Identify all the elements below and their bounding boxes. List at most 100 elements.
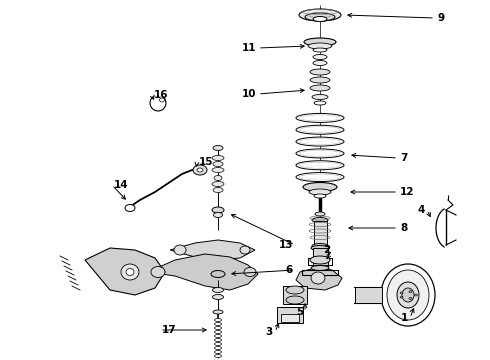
- Ellipse shape: [313, 54, 327, 59]
- Bar: [314, 221, 326, 245]
- Text: 13: 13: [278, 240, 293, 250]
- Ellipse shape: [314, 194, 326, 198]
- Bar: [354, 287, 382, 303]
- Ellipse shape: [215, 327, 221, 329]
- Ellipse shape: [151, 266, 165, 278]
- Text: 4: 4: [417, 205, 425, 215]
- Ellipse shape: [193, 165, 207, 175]
- Ellipse shape: [310, 85, 330, 91]
- Ellipse shape: [309, 189, 331, 195]
- Ellipse shape: [311, 272, 325, 284]
- Ellipse shape: [244, 267, 256, 276]
- Ellipse shape: [174, 245, 186, 255]
- Ellipse shape: [296, 161, 344, 170]
- Ellipse shape: [312, 95, 328, 99]
- Ellipse shape: [296, 149, 344, 158]
- Bar: [281, 314, 299, 322]
- Ellipse shape: [315, 212, 325, 216]
- Ellipse shape: [286, 296, 304, 304]
- Ellipse shape: [213, 162, 223, 166]
- Ellipse shape: [310, 256, 330, 264]
- Text: 17: 17: [162, 325, 176, 335]
- Ellipse shape: [213, 145, 223, 150]
- Ellipse shape: [311, 266, 329, 270]
- Bar: [313, 248, 327, 268]
- Ellipse shape: [240, 246, 250, 254]
- Ellipse shape: [213, 294, 223, 300]
- Ellipse shape: [415, 294, 417, 296]
- Ellipse shape: [313, 17, 327, 22]
- Ellipse shape: [214, 212, 222, 217]
- Ellipse shape: [381, 264, 435, 326]
- Ellipse shape: [310, 77, 330, 83]
- Ellipse shape: [409, 291, 412, 293]
- Ellipse shape: [121, 264, 139, 280]
- Text: 16: 16: [154, 90, 169, 100]
- Text: 14: 14: [114, 180, 129, 190]
- Ellipse shape: [160, 98, 165, 102]
- Ellipse shape: [213, 188, 223, 193]
- Ellipse shape: [310, 69, 330, 75]
- Ellipse shape: [215, 319, 221, 321]
- Ellipse shape: [409, 297, 412, 300]
- Ellipse shape: [215, 330, 221, 333]
- Ellipse shape: [299, 9, 341, 21]
- Text: 3: 3: [266, 327, 273, 337]
- Ellipse shape: [213, 288, 223, 292]
- Ellipse shape: [387, 270, 429, 320]
- Ellipse shape: [400, 292, 403, 294]
- Polygon shape: [296, 268, 342, 290]
- Text: 9: 9: [437, 13, 444, 23]
- Polygon shape: [170, 240, 255, 260]
- Text: 15: 15: [199, 157, 214, 167]
- Ellipse shape: [303, 183, 337, 192]
- Text: 1: 1: [401, 313, 408, 323]
- Text: 7: 7: [400, 153, 407, 163]
- Text: 6: 6: [286, 265, 293, 275]
- Polygon shape: [85, 248, 165, 295]
- Ellipse shape: [304, 38, 336, 46]
- Ellipse shape: [402, 288, 414, 302]
- Ellipse shape: [215, 342, 221, 346]
- Ellipse shape: [213, 310, 223, 314]
- Ellipse shape: [214, 176, 222, 180]
- Ellipse shape: [212, 156, 224, 161]
- Ellipse shape: [215, 351, 221, 354]
- Ellipse shape: [215, 338, 221, 342]
- Ellipse shape: [313, 48, 327, 52]
- Ellipse shape: [212, 167, 224, 172]
- Ellipse shape: [211, 270, 225, 278]
- Ellipse shape: [312, 217, 328, 222]
- Ellipse shape: [212, 207, 224, 213]
- Text: 2: 2: [323, 245, 330, 255]
- Ellipse shape: [397, 282, 419, 308]
- Ellipse shape: [400, 296, 403, 298]
- Ellipse shape: [215, 355, 221, 357]
- Ellipse shape: [296, 172, 344, 181]
- Text: 12: 12: [400, 187, 415, 197]
- Text: 10: 10: [242, 89, 256, 99]
- Text: 11: 11: [242, 43, 256, 53]
- Ellipse shape: [215, 346, 221, 350]
- Polygon shape: [148, 254, 258, 290]
- Ellipse shape: [212, 181, 224, 186]
- Ellipse shape: [313, 60, 327, 66]
- Ellipse shape: [308, 43, 332, 49]
- Bar: [283, 286, 307, 304]
- Text: 8: 8: [400, 223, 407, 233]
- Ellipse shape: [296, 137, 344, 146]
- Ellipse shape: [125, 204, 135, 212]
- Ellipse shape: [126, 269, 134, 275]
- Ellipse shape: [197, 168, 203, 172]
- Ellipse shape: [305, 13, 335, 21]
- Ellipse shape: [311, 246, 329, 251]
- Ellipse shape: [286, 286, 304, 294]
- Ellipse shape: [314, 101, 326, 105]
- Ellipse shape: [215, 334, 221, 338]
- Ellipse shape: [296, 125, 344, 134]
- Bar: [277, 307, 303, 323]
- Ellipse shape: [215, 323, 221, 325]
- Ellipse shape: [312, 243, 328, 248]
- Ellipse shape: [296, 113, 344, 122]
- Text: 5: 5: [296, 307, 303, 317]
